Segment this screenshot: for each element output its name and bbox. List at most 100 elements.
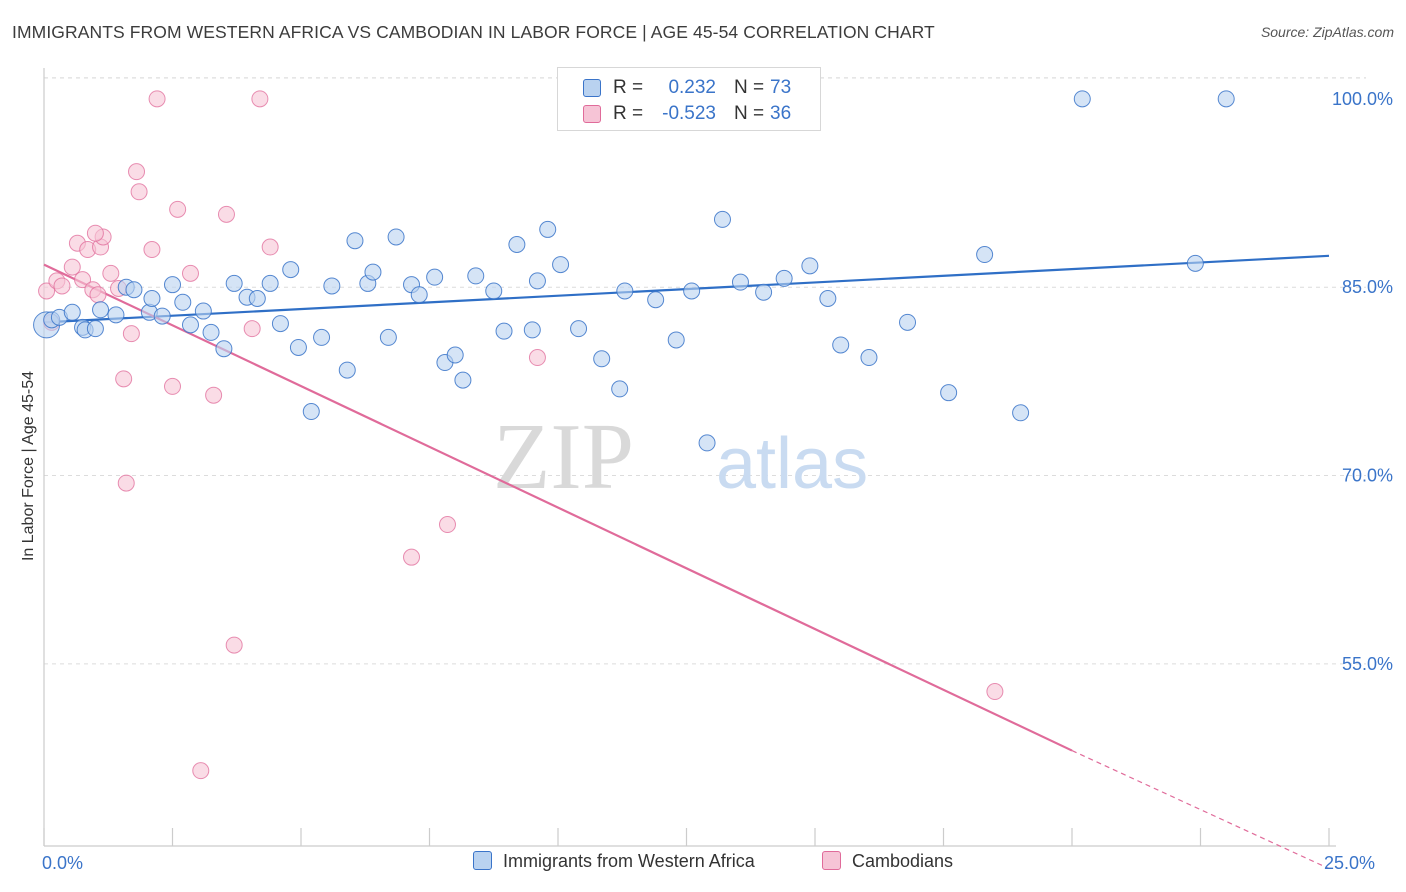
point-cambodians [74,271,92,289]
r-value: -0.523 [662,103,716,124]
x-tick-label-min: 0.0% [42,853,84,873]
point-western-africa [1186,254,1204,272]
point-western-africa [755,283,773,301]
point-cambodians [438,516,456,534]
legend-item-western-africa[interactable]: Immigrants from Western Africa [473,851,755,872]
point-western-africa [552,256,570,274]
point-western-africa [570,320,588,338]
point-cambodians [192,762,210,780]
point-western-africa [379,328,397,346]
points-layer [33,90,1235,780]
y-tick-label: 85.0% [1342,277,1393,297]
point-western-africa [1217,90,1235,108]
point-western-africa [446,346,464,364]
source-label: Source: ZipAtlas.com [1260,24,1394,40]
point-cambodians [251,90,269,108]
point-western-africa [731,273,749,291]
point-western-africa [698,434,716,452]
point-cambodians [102,264,120,282]
point-western-africa [153,307,171,325]
point-western-africa [667,331,685,349]
point-cambodians [117,474,135,492]
point-western-africa [523,321,541,339]
point-cambodians [403,548,421,566]
point-western-africa [313,328,331,346]
point-western-africa [508,236,526,254]
point-western-africa [92,301,110,319]
legend-label: Cambodians [852,851,954,871]
point-western-africa [683,282,701,300]
point-western-africa [899,313,917,331]
r-value: 0.232 [668,77,716,98]
r-label: R = [613,103,644,124]
point-western-africa [125,281,143,299]
r-label: R = [613,77,644,98]
point-cambodians [115,370,133,388]
legend-label: Immigrants from Western Africa [503,851,755,871]
point-cambodians [122,325,140,343]
point-western-africa [225,274,243,292]
point-western-africa [832,336,850,354]
point-western-africa [63,303,81,321]
point-cambodians [181,264,199,282]
point-western-africa [801,257,819,275]
y-tick-label: 55.0% [1342,654,1393,674]
n-value: 73 [770,77,792,98]
point-western-africa [143,289,161,307]
point-western-africa [261,274,279,292]
point-cambodians [528,349,546,367]
y-axis-label: In Labor Force | Age 45-54 [20,370,37,562]
point-western-africa [86,320,104,338]
y-tick-label: 100.0% [1332,89,1393,109]
point-western-africa [271,315,289,333]
point-western-africa [647,291,665,309]
trend-layer [43,254,1330,870]
point-western-africa [164,276,181,294]
point-cambodians [243,320,261,338]
point-western-africa [215,340,233,358]
point-cambodians [89,286,107,304]
point-western-africa [528,272,546,290]
trend-line-cambodians-extrapolated [1071,750,1330,870]
point-western-africa [338,361,356,379]
point-western-africa [976,246,994,264]
point-western-africa [387,228,405,246]
point-western-africa [860,349,878,367]
point-cambodians [128,163,146,181]
watermark: ZIP atlas [493,405,868,509]
legend-swatch-pink [583,105,601,123]
point-western-africa [713,210,731,228]
point-cambodians [86,224,104,242]
y-tick-label: 70.0% [1342,466,1393,486]
n-label: N = [734,77,765,98]
point-western-africa [174,293,192,311]
point-western-africa [426,268,444,286]
n-label: N = [734,103,765,124]
point-western-africa [1012,404,1030,422]
point-western-africa [410,286,428,304]
point-western-africa [495,322,513,340]
point-western-africa [467,267,485,285]
point-western-africa [202,323,220,341]
point-western-africa [940,384,958,402]
point-western-africa [282,261,300,279]
point-cambodians [986,683,1004,701]
point-western-africa [593,350,611,368]
point-western-africa [181,316,199,334]
watermark-atlas: atlas [716,424,868,504]
point-western-africa [819,289,837,307]
point-cambodians [261,238,279,256]
point-western-africa [302,403,320,421]
watermark-zip: ZIP [493,405,634,509]
stats-legend: R = 0.232 N = 73 R = -0.523 N = 36 [557,67,821,131]
point-western-africa [364,263,382,281]
legend-item-cambodians[interactable]: Cambodians [822,851,953,872]
point-western-africa [485,282,503,300]
x-tick-label-max: 25.0% [1324,853,1376,873]
point-western-africa [346,232,364,250]
point-western-africa [1073,90,1091,108]
point-western-africa [323,277,341,295]
point-western-africa [775,269,793,287]
chart-title: IMMIGRANTS FROM WESTERN AFRICA VS CAMBOD… [12,22,935,42]
